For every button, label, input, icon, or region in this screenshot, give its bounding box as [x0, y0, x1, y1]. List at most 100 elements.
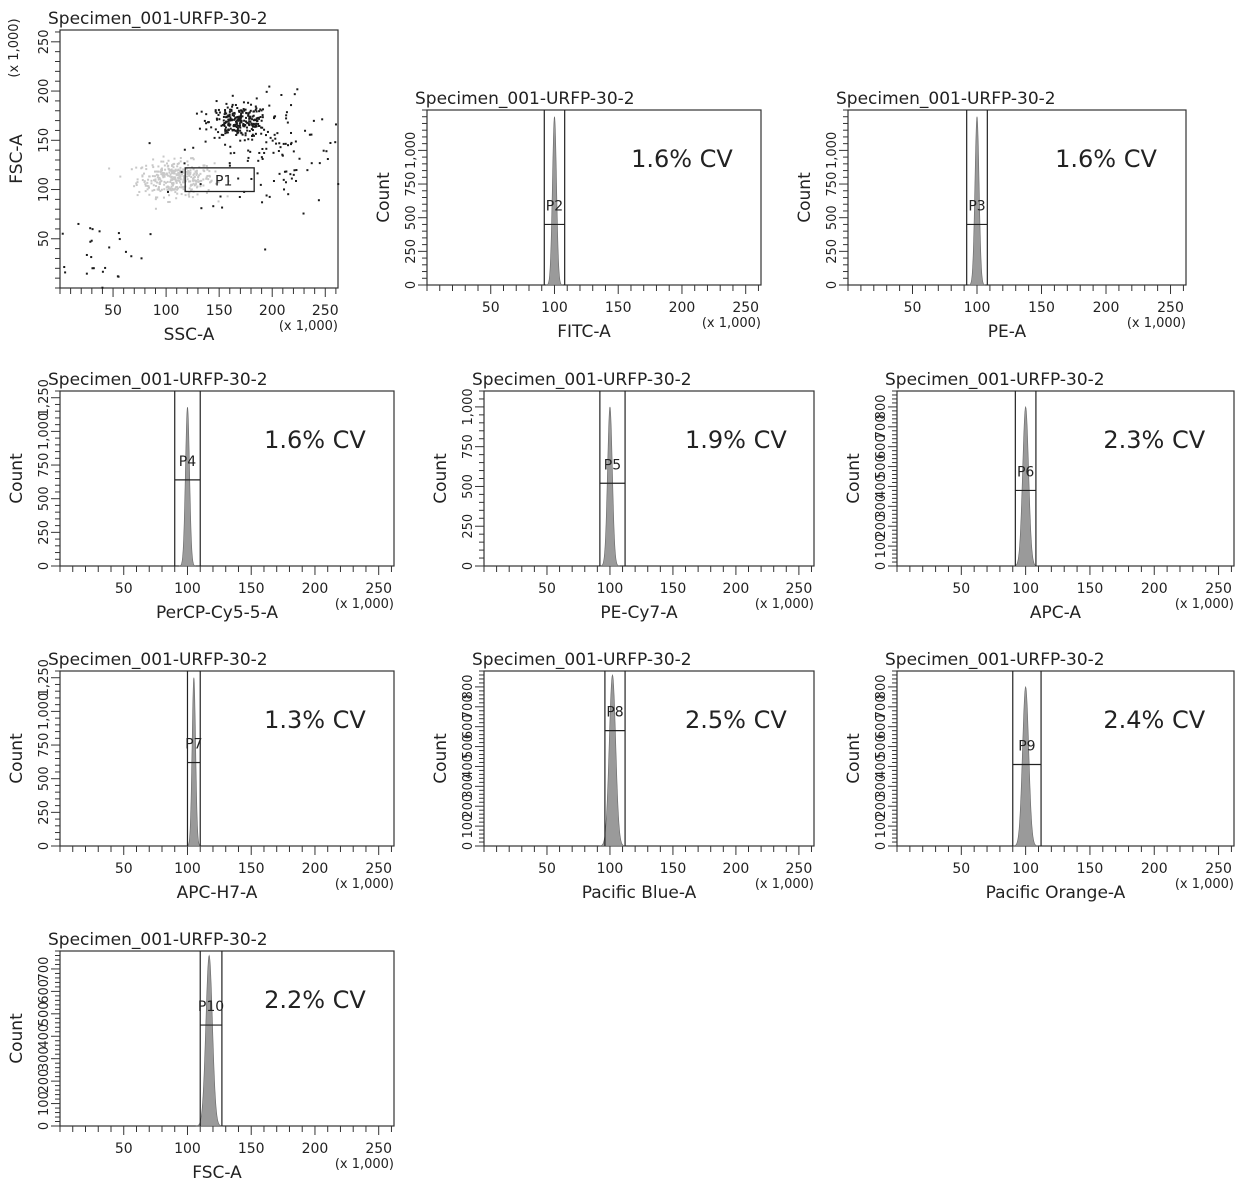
scatter-point — [225, 102, 228, 105]
scatter-point — [85, 253, 88, 256]
scatter-point — [229, 118, 232, 121]
x-tick-label: 100 — [597, 581, 624, 597]
scatter-point — [195, 171, 198, 174]
scatter-point — [334, 123, 337, 126]
x-tick-label: 250 — [786, 581, 813, 597]
scatter-point — [175, 197, 178, 200]
scatter-point — [167, 159, 170, 162]
gate-label: P9 — [1018, 738, 1035, 754]
scatter-point — [198, 127, 201, 130]
scatter-point — [140, 167, 143, 170]
scatter-point — [234, 117, 237, 120]
y-tick-label: 700 — [461, 694, 476, 719]
scatter-point — [218, 118, 221, 121]
scatter-point — [157, 174, 160, 177]
scatter-point — [156, 170, 159, 173]
scatter-point — [117, 232, 120, 235]
x-tick-label: 250 — [1157, 300, 1184, 316]
scatter-point — [225, 129, 228, 132]
scatter-point — [247, 122, 250, 125]
scatter-point — [244, 134, 247, 137]
scatter-point — [258, 125, 261, 128]
scatter-point — [223, 113, 226, 116]
scatter-point — [149, 233, 152, 236]
scatter-point — [154, 180, 157, 183]
scatter-point — [205, 165, 208, 168]
scatter-point — [246, 159, 249, 162]
scatter-point — [243, 139, 246, 142]
scatter-point — [242, 108, 245, 111]
scatter-point — [174, 179, 177, 182]
scatter-point — [236, 132, 239, 135]
scatter-point — [258, 151, 261, 154]
panel-7: Specimen_001-URFP-30-250 100 150 200 250(x 1… — [7, 650, 395, 903]
y-tick-label: 750 — [825, 172, 840, 197]
scatter-point — [173, 188, 176, 191]
scatter-point — [227, 180, 230, 183]
scatter-point — [145, 168, 148, 171]
scatter-point — [190, 188, 193, 191]
scatter-point — [194, 180, 197, 183]
scatter-point — [171, 171, 174, 174]
y-tick-label: 800 — [874, 674, 889, 699]
scatter-point — [259, 108, 262, 111]
scatter-point — [185, 167, 188, 170]
scatter-point — [160, 188, 163, 191]
x-tick-label: 150 — [1077, 581, 1104, 597]
y-tick-label: 1,250 — [37, 379, 52, 416]
scatter-point — [215, 100, 218, 103]
scatter-point — [289, 143, 292, 146]
x-tick-label: 250 — [365, 861, 392, 877]
scatter-point — [160, 160, 163, 163]
scatter-point — [189, 180, 192, 183]
scatter-point — [261, 201, 264, 204]
scatter-point — [287, 144, 290, 147]
y-tick-label: 750 — [37, 733, 52, 758]
scatter-point — [234, 124, 237, 127]
x-tick-label: 100 — [174, 1141, 201, 1157]
scatter-point — [290, 141, 293, 144]
scatter-point — [193, 176, 196, 179]
scatter-point — [177, 168, 180, 171]
scatter-point — [278, 172, 281, 175]
scatter-point — [179, 157, 182, 160]
x-tick-label: 50 — [904, 300, 922, 316]
scatter-point — [166, 180, 169, 183]
y-tick-label: 1,000 — [404, 132, 419, 169]
scatter-point — [233, 128, 236, 131]
scatter-point — [284, 142, 287, 145]
plot-frame — [847, 109, 1187, 286]
scatter-point — [252, 110, 255, 113]
scatter-point — [247, 113, 250, 116]
y-axis-label: Count — [844, 733, 864, 784]
scatter-point — [148, 175, 151, 178]
scatter-point — [194, 170, 197, 173]
y-tick-label: 300 — [37, 1046, 52, 1071]
scatter-point — [245, 126, 248, 129]
scatter-point — [164, 168, 167, 171]
scatter-point — [233, 123, 236, 126]
y-tick-label: 400 — [461, 754, 476, 779]
scatter-point — [231, 112, 234, 115]
scatter-point — [261, 126, 264, 129]
x-tick-label: 50 — [952, 581, 970, 597]
panel-title: Specimen_001-URFP-30-2 — [48, 370, 268, 390]
x-tick-label: 100 — [1012, 581, 1039, 597]
scatter-point — [191, 177, 194, 180]
y-tick-label: 150 — [37, 128, 52, 153]
panel-10: Specimen_001-URFP-30-2 50 100 150 200 250(x 1… — [7, 930, 395, 1182]
scatter-point — [135, 184, 138, 187]
x-multiplier: (x 1,000) — [702, 316, 761, 331]
scatter-point — [218, 136, 221, 139]
y-tick-label: 250 — [825, 239, 840, 264]
scatter-point — [159, 190, 162, 193]
scatter-point — [186, 160, 189, 163]
x-tick-label: 250 — [1205, 581, 1232, 597]
scatter-point — [182, 188, 185, 191]
scatter-population — [61, 222, 152, 289]
scatter-point — [249, 117, 252, 120]
scatter-point — [248, 116, 251, 119]
scatter-point — [329, 141, 332, 144]
scatter-point — [182, 179, 185, 182]
y-tick-label: 750 — [461, 434, 476, 459]
